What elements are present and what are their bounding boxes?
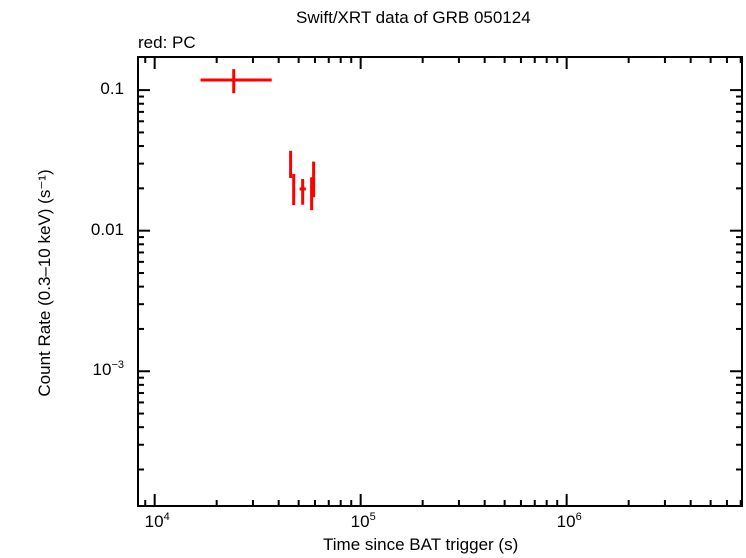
- y-tick-label: 0.01: [90, 219, 124, 239]
- axis-ticks: [138, 57, 742, 506]
- x-tick-label: 106: [556, 511, 582, 532]
- data-series-pc: [200, 69, 316, 211]
- data-point: [289, 150, 293, 178]
- data-point: [200, 69, 272, 94]
- y-axis-label: Count Rate (0.3–10 keV) (s⁻¹): [35, 169, 54, 397]
- data-point: [299, 179, 306, 205]
- data-point: [312, 161, 316, 198]
- x-tick-label: 105: [350, 511, 376, 532]
- x-tick-label: 104: [144, 511, 170, 532]
- x-axis-label: Time since BAT trigger (s): [323, 535, 519, 554]
- y-tick-label: 0.1: [100, 79, 124, 99]
- chart-title: Swift/XRT data of GRB 050124: [296, 8, 531, 27]
- legend-pc: red: PC: [138, 33, 196, 52]
- data-point: [292, 174, 296, 206]
- y-tick-label: 10−3: [92, 359, 124, 380]
- plot-frame: [137, 56, 743, 507]
